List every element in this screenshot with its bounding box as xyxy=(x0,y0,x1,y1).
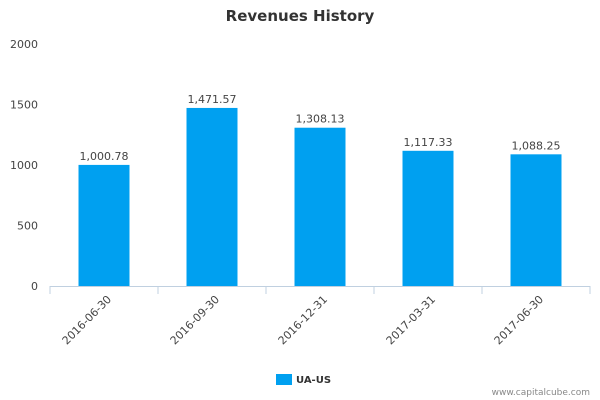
y-tick-label: 0 xyxy=(31,280,38,293)
y-tick-label: 1000 xyxy=(10,159,38,172)
legend: UA-US xyxy=(276,374,331,386)
data-label-2016-06-30: 1,000.78 xyxy=(80,150,129,163)
y-tick-label: 2000 xyxy=(10,38,38,51)
bar-2017-06-30 xyxy=(510,154,562,286)
data-label-2016-12-31: 1,308.13 xyxy=(296,113,345,126)
y-tick-label: 1500 xyxy=(10,99,38,112)
data-label-2017-06-30: 1,088.25 xyxy=(512,139,561,152)
chart-title: Revenues History xyxy=(226,7,375,25)
bars-group xyxy=(78,107,562,286)
legend-swatch-ua-us xyxy=(276,374,292,385)
credit-text: www.capitalcube.com xyxy=(492,388,590,398)
data-labels-group: 1,000.78 1,471.57 1,308.13 1,117.33 1,088.25 xyxy=(80,93,561,163)
data-label-2017-03-31: 1,117.33 xyxy=(404,136,453,149)
y-tick-label: 500 xyxy=(17,220,38,233)
x-tick-label-2017-06-30: 2017-06-30 xyxy=(492,293,546,347)
x-axis-ticks: 2016-06-30 2016-09-30 2016-12-31 2017-03-31… xyxy=(49,286,591,347)
x-tick-label-2016-12-31: 2016-12-31 xyxy=(276,293,330,347)
bar-2016-06-30 xyxy=(78,164,130,286)
bar-2016-09-30 xyxy=(186,107,238,286)
y-axis-ticks: 0 500 1000 1500 2000 xyxy=(10,38,38,293)
x-tick-label-2017-03-31: 2017-03-31 xyxy=(384,293,438,347)
x-tick-label-2016-06-30: 2016-06-30 xyxy=(60,293,114,347)
bar-2016-12-31 xyxy=(294,127,346,286)
data-label-2016-09-30: 1,471.57 xyxy=(188,93,237,106)
bar-2017-03-31 xyxy=(402,150,454,286)
x-tick-label-2016-09-30: 2016-09-30 xyxy=(168,293,222,347)
legend-label-ua-us: UA-US xyxy=(296,375,331,386)
